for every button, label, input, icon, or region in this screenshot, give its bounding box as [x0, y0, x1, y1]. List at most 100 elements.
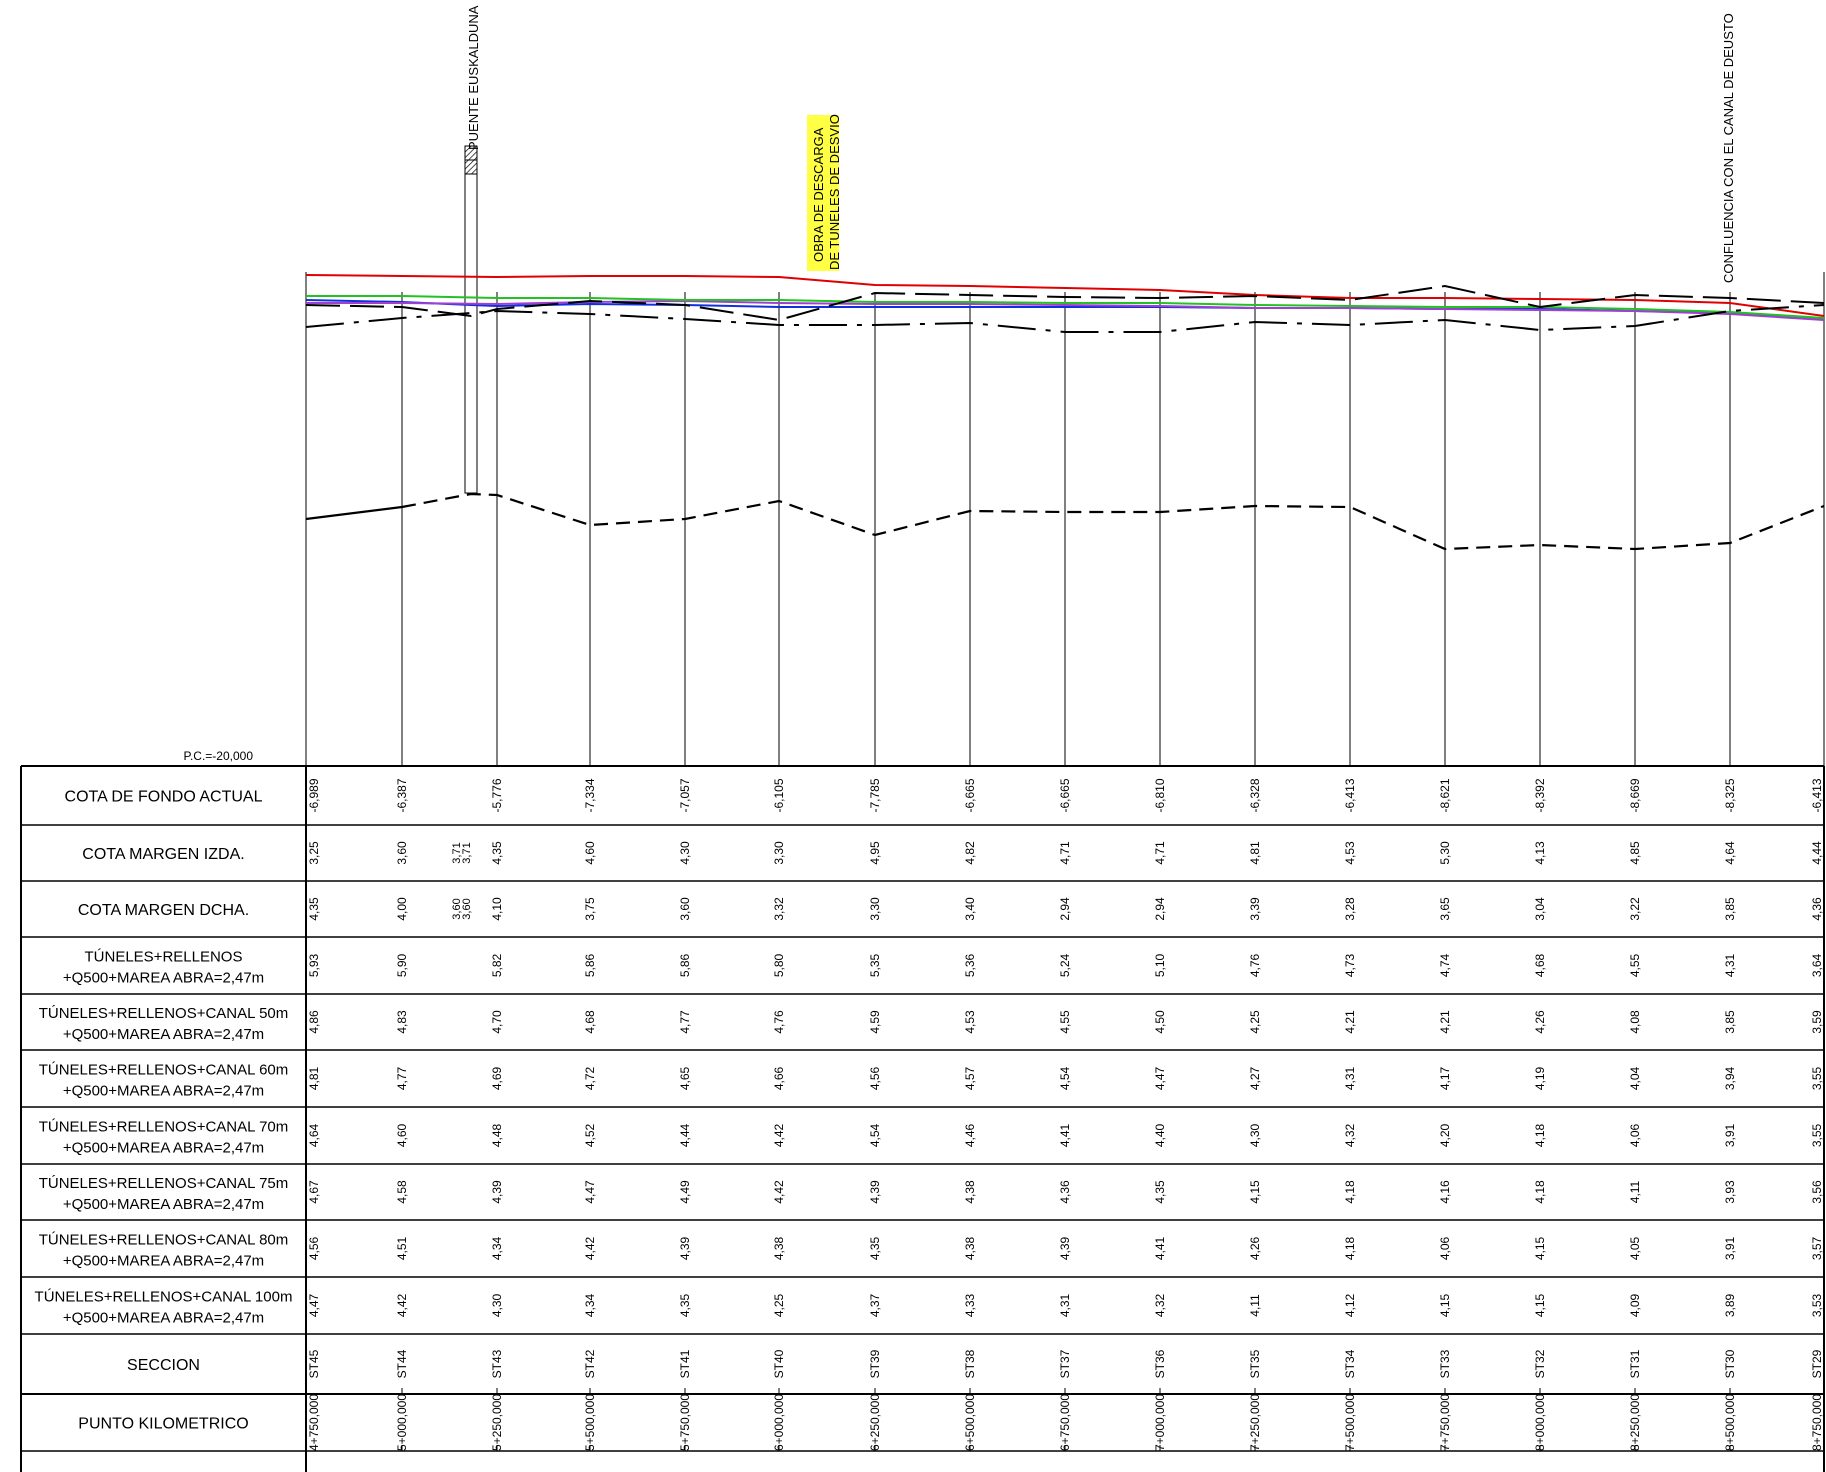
table-cell: 3,30 — [772, 841, 786, 865]
table-cell: 3,57 — [1810, 1236, 1824, 1260]
table-cell-bridge: 3,71 — [461, 842, 473, 863]
table-cell: 4,31 — [1723, 953, 1737, 977]
table-cell: 5,86 — [583, 953, 597, 977]
table-cell: 4,48 — [490, 1123, 504, 1147]
table-cell: 4,18 — [1343, 1180, 1357, 1204]
row-label-sub: +Q500+MAREA ABRA=2,47m — [63, 1083, 264, 1100]
table-cell: 4,36 — [1058, 1180, 1072, 1204]
water-level-line-violet — [306, 299, 1825, 321]
table-cell: 3,39 — [1248, 897, 1262, 921]
table-cell: 4,09 — [1628, 1293, 1642, 1317]
table-cell: 4,35 — [490, 841, 504, 865]
table-cell: 4,55 — [1058, 1010, 1072, 1034]
table-cell: 4,12 — [1343, 1293, 1357, 1317]
row-label: TÚNELES+RELLENOS+CANAL 60m — [39, 1062, 289, 1079]
table-cell: 4,34 — [583, 1293, 597, 1317]
table-cell: 4,21 — [1438, 1010, 1452, 1034]
station-vertical-lines — [305, 272, 1825, 766]
water-level-line-green — [306, 295, 1825, 319]
table-cell: 5,35 — [868, 953, 882, 977]
table-cell: 4,21 — [1343, 1010, 1357, 1034]
row-label: PUNTO KILOMETRICO — [78, 1416, 248, 1433]
table-cell: 5,36 — [963, 953, 977, 977]
table-cell: 4,47 — [583, 1180, 597, 1204]
table-cell: -6,665 — [1058, 778, 1072, 812]
table-cell: 3,75 — [583, 897, 597, 921]
table-cell: 4,65 — [678, 1066, 692, 1090]
table-cell: 3,28 — [1343, 897, 1357, 921]
bridge-label: PUENTE EUSKALDUNA — [466, 5, 481, 150]
table-cell: -8,669 — [1628, 778, 1642, 812]
table-grid — [20, 765, 1825, 1472]
table-cell: 4,85 — [1628, 841, 1642, 865]
table-cell: 4,60 — [583, 841, 597, 865]
table-cell: ST34 — [1343, 1349, 1357, 1378]
table-cell: 4,54 — [1058, 1066, 1072, 1090]
table-cell: 4,77 — [395, 1066, 409, 1090]
table-cell: 4,81 — [307, 1066, 321, 1090]
right-bank-line — [305, 304, 1825, 333]
table-cell: 4,53 — [963, 1010, 977, 1034]
table-cell: 4,38 — [772, 1236, 786, 1260]
table-cell: 3,40 — [963, 897, 977, 921]
table-cell: 4+750,000 — [307, 1394, 321, 1451]
table-cell: 6+750,000 — [1058, 1394, 1072, 1451]
row-label-sub: +Q500+MAREA ABRA=2,47m — [63, 1253, 264, 1270]
table-cell: 3,55 — [1810, 1123, 1824, 1147]
table-cell: 3,94 — [1723, 1066, 1737, 1090]
table-cell: 5,24 — [1058, 953, 1072, 977]
table-cell: 3,56 — [1810, 1180, 1824, 1204]
discharge-label-line2: DE TUNELES DE DESVIO — [827, 114, 842, 270]
table-cell: 4,25 — [1248, 1010, 1262, 1034]
table-cell: 8+250,000 — [1628, 1394, 1642, 1451]
table-cell: 4,60 — [395, 1123, 409, 1147]
table-cell: -7,785 — [868, 778, 882, 812]
table-cell: 3,85 — [1723, 897, 1737, 921]
row-label: TÚNELES+RELLENOS+CANAL 100m — [35, 1289, 293, 1306]
table-cell: 4,27 — [1248, 1066, 1262, 1090]
table-cell: ST35 — [1248, 1349, 1262, 1378]
water-level-line-red — [305, 274, 1825, 317]
table-cell: ST42 — [583, 1349, 597, 1378]
table-cell: 5+000,000 — [395, 1394, 409, 1451]
table-cell: 4,40 — [1153, 1123, 1167, 1147]
table-cell: -6,413 — [1343, 778, 1357, 812]
table-cell: 5,10 — [1153, 953, 1167, 977]
table-cell: 4,42 — [583, 1236, 597, 1260]
table-cell: 3,89 — [1723, 1293, 1737, 1317]
table-cell: 3,91 — [1723, 1236, 1737, 1260]
table-cell: 3,25 — [307, 841, 321, 865]
table-cell: 4,15 — [1533, 1293, 1547, 1317]
table-cell: 3,91 — [1723, 1123, 1737, 1147]
table-cell: 4,47 — [1153, 1066, 1167, 1090]
table-cell: 4,20 — [1438, 1123, 1452, 1147]
table-cell: 5,80 — [772, 953, 786, 977]
table-cell: 5+500,000 — [583, 1394, 597, 1451]
table-cell: 3,60 — [395, 841, 409, 865]
table-cell: ST44 — [395, 1349, 409, 1378]
table-cell: 5+250,000 — [490, 1394, 504, 1451]
bridge-deck-hatch — [464, 145, 478, 175]
table-cell: 4,34 — [490, 1236, 504, 1260]
table-cell: 4,39 — [678, 1236, 692, 1260]
row-label: TÚNELES+RELLENOS+CANAL 80m — [39, 1232, 289, 1249]
table-cell: ST40 — [772, 1349, 786, 1378]
table-cell: 4,15 — [1533, 1236, 1547, 1260]
table-cell: -8,325 — [1723, 778, 1737, 812]
table-cell: 4,26 — [1533, 1010, 1547, 1034]
table-cell: -6,328 — [1248, 778, 1262, 812]
table-cell: 4,19 — [1533, 1066, 1547, 1090]
table-cell: 4,56 — [307, 1236, 321, 1260]
table-cell: 4,38 — [963, 1180, 977, 1204]
table-cell: 4,15 — [1438, 1293, 1452, 1317]
table-cell: 4,69 — [490, 1066, 504, 1090]
table-cell: 4,06 — [1438, 1236, 1452, 1260]
row-label-sub: +Q500+MAREA ABRA=2,47m — [63, 970, 264, 987]
table-cell: -7,057 — [678, 778, 692, 812]
table-cell: -6,810 — [1153, 778, 1167, 812]
table-cell: 4,53 — [1343, 841, 1357, 865]
table-cell: ST30 — [1723, 1349, 1737, 1378]
table-cell: 4,35 — [868, 1236, 882, 1260]
table-cell: 4,30 — [1248, 1123, 1262, 1147]
